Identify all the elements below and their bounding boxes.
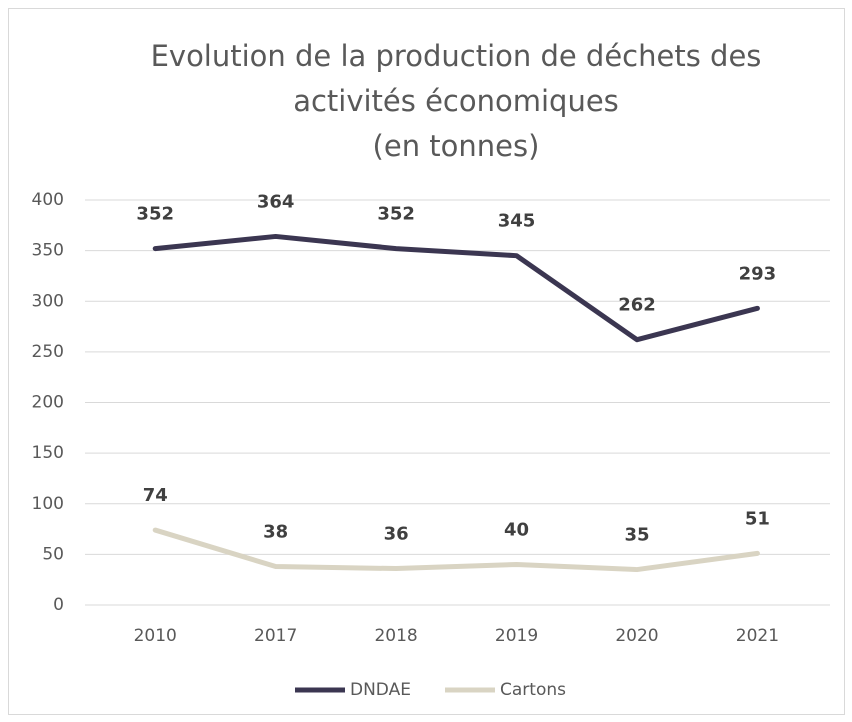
y-tick-label: 150 xyxy=(32,443,64,463)
x-tick-label: 2018 xyxy=(374,626,417,646)
x-tick-label: 2021 xyxy=(736,626,779,646)
y-tick-label: 300 xyxy=(32,291,64,311)
legend-label: DNDAE xyxy=(350,680,411,700)
y-tick-label: 50 xyxy=(42,544,64,564)
x-tick-label: 2019 xyxy=(495,626,538,646)
y-tick-label: 350 xyxy=(32,241,64,261)
y-tick-label: 200 xyxy=(32,393,64,413)
chart-border xyxy=(8,8,845,715)
data-label: 51 xyxy=(745,508,770,529)
data-label: 262 xyxy=(618,295,656,316)
series-line xyxy=(152,233,760,343)
data-label: 40 xyxy=(504,520,529,541)
y-tick-label: 100 xyxy=(32,494,64,514)
chart-title: (en tonnes) xyxy=(373,129,540,163)
y-tick-label: 0 xyxy=(53,595,64,615)
data-label: 74 xyxy=(143,485,168,506)
y-tick-label: 400 xyxy=(32,190,64,210)
data-label: 345 xyxy=(498,211,536,232)
legend-label: Cartons xyxy=(500,680,566,700)
data-label: 35 xyxy=(624,525,649,546)
y-tick-label: 250 xyxy=(32,342,64,362)
data-label: 352 xyxy=(377,204,415,225)
chart-title: activités économiques xyxy=(293,84,619,118)
data-label: 36 xyxy=(384,524,409,545)
data-label: 293 xyxy=(739,263,777,284)
x-tick-label: 2010 xyxy=(134,626,177,646)
x-tick-label: 2017 xyxy=(254,626,297,646)
data-label: 352 xyxy=(136,204,174,225)
x-tick-label: 2020 xyxy=(615,626,658,646)
series-line xyxy=(152,527,760,573)
chart-title: Evolution de la production de déchets de… xyxy=(151,39,762,73)
data-label: 38 xyxy=(263,522,288,543)
data-label: 364 xyxy=(257,191,295,212)
